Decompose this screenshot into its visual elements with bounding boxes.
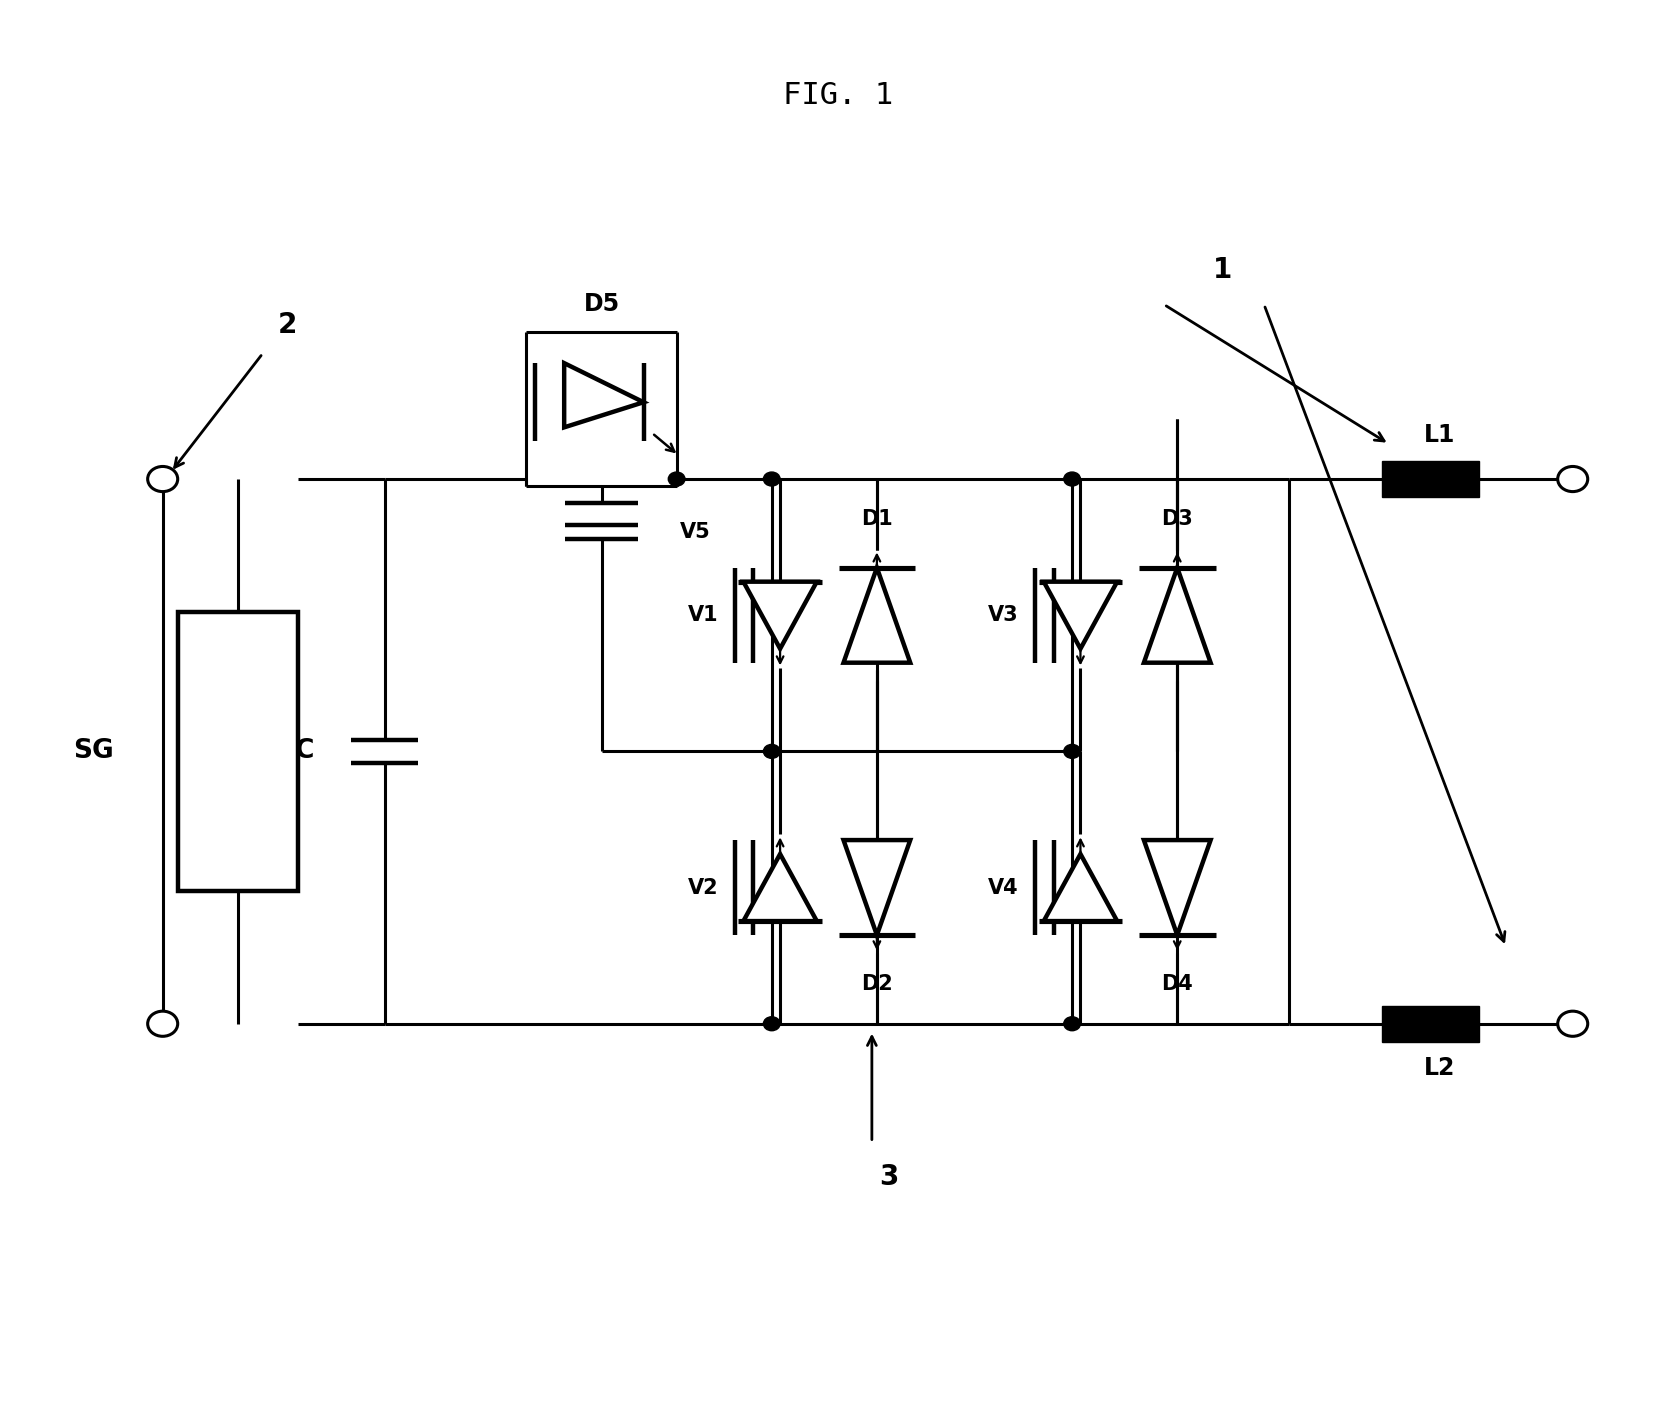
Polygon shape xyxy=(1043,582,1117,649)
Text: SG: SG xyxy=(74,739,114,764)
Circle shape xyxy=(1063,472,1080,486)
Text: L2: L2 xyxy=(1424,1055,1456,1080)
Circle shape xyxy=(1558,466,1588,492)
Polygon shape xyxy=(563,362,644,427)
Polygon shape xyxy=(1144,840,1211,936)
Polygon shape xyxy=(1043,854,1117,922)
Text: 2: 2 xyxy=(278,312,297,340)
Text: D1: D1 xyxy=(860,509,892,528)
Bar xyxy=(1382,1006,1479,1043)
Circle shape xyxy=(148,1012,178,1037)
Text: FIG. 1: FIG. 1 xyxy=(783,81,894,110)
Text: D2: D2 xyxy=(860,974,892,995)
Text: V5: V5 xyxy=(679,523,711,542)
Circle shape xyxy=(763,1017,780,1031)
Polygon shape xyxy=(1144,568,1211,663)
Circle shape xyxy=(763,472,780,486)
Text: D3: D3 xyxy=(1162,509,1192,528)
Circle shape xyxy=(763,745,780,759)
Circle shape xyxy=(1558,1012,1588,1037)
Text: C: C xyxy=(295,739,314,764)
Bar xyxy=(178,611,299,891)
Polygon shape xyxy=(743,854,817,922)
Text: 1: 1 xyxy=(1212,256,1233,284)
Text: V2: V2 xyxy=(688,878,718,898)
Circle shape xyxy=(669,472,684,486)
Text: D4: D4 xyxy=(1162,974,1192,995)
Circle shape xyxy=(1063,745,1080,759)
Circle shape xyxy=(148,466,178,492)
Polygon shape xyxy=(743,582,817,649)
Text: L1: L1 xyxy=(1424,423,1456,447)
Polygon shape xyxy=(844,568,911,663)
Polygon shape xyxy=(844,840,911,936)
Text: D5: D5 xyxy=(584,292,619,316)
Text: V1: V1 xyxy=(688,606,718,625)
Text: V3: V3 xyxy=(988,606,1018,625)
Circle shape xyxy=(1063,1017,1080,1031)
Bar xyxy=(1382,461,1479,497)
Text: 3: 3 xyxy=(879,1163,899,1191)
Text: V4: V4 xyxy=(988,878,1018,898)
